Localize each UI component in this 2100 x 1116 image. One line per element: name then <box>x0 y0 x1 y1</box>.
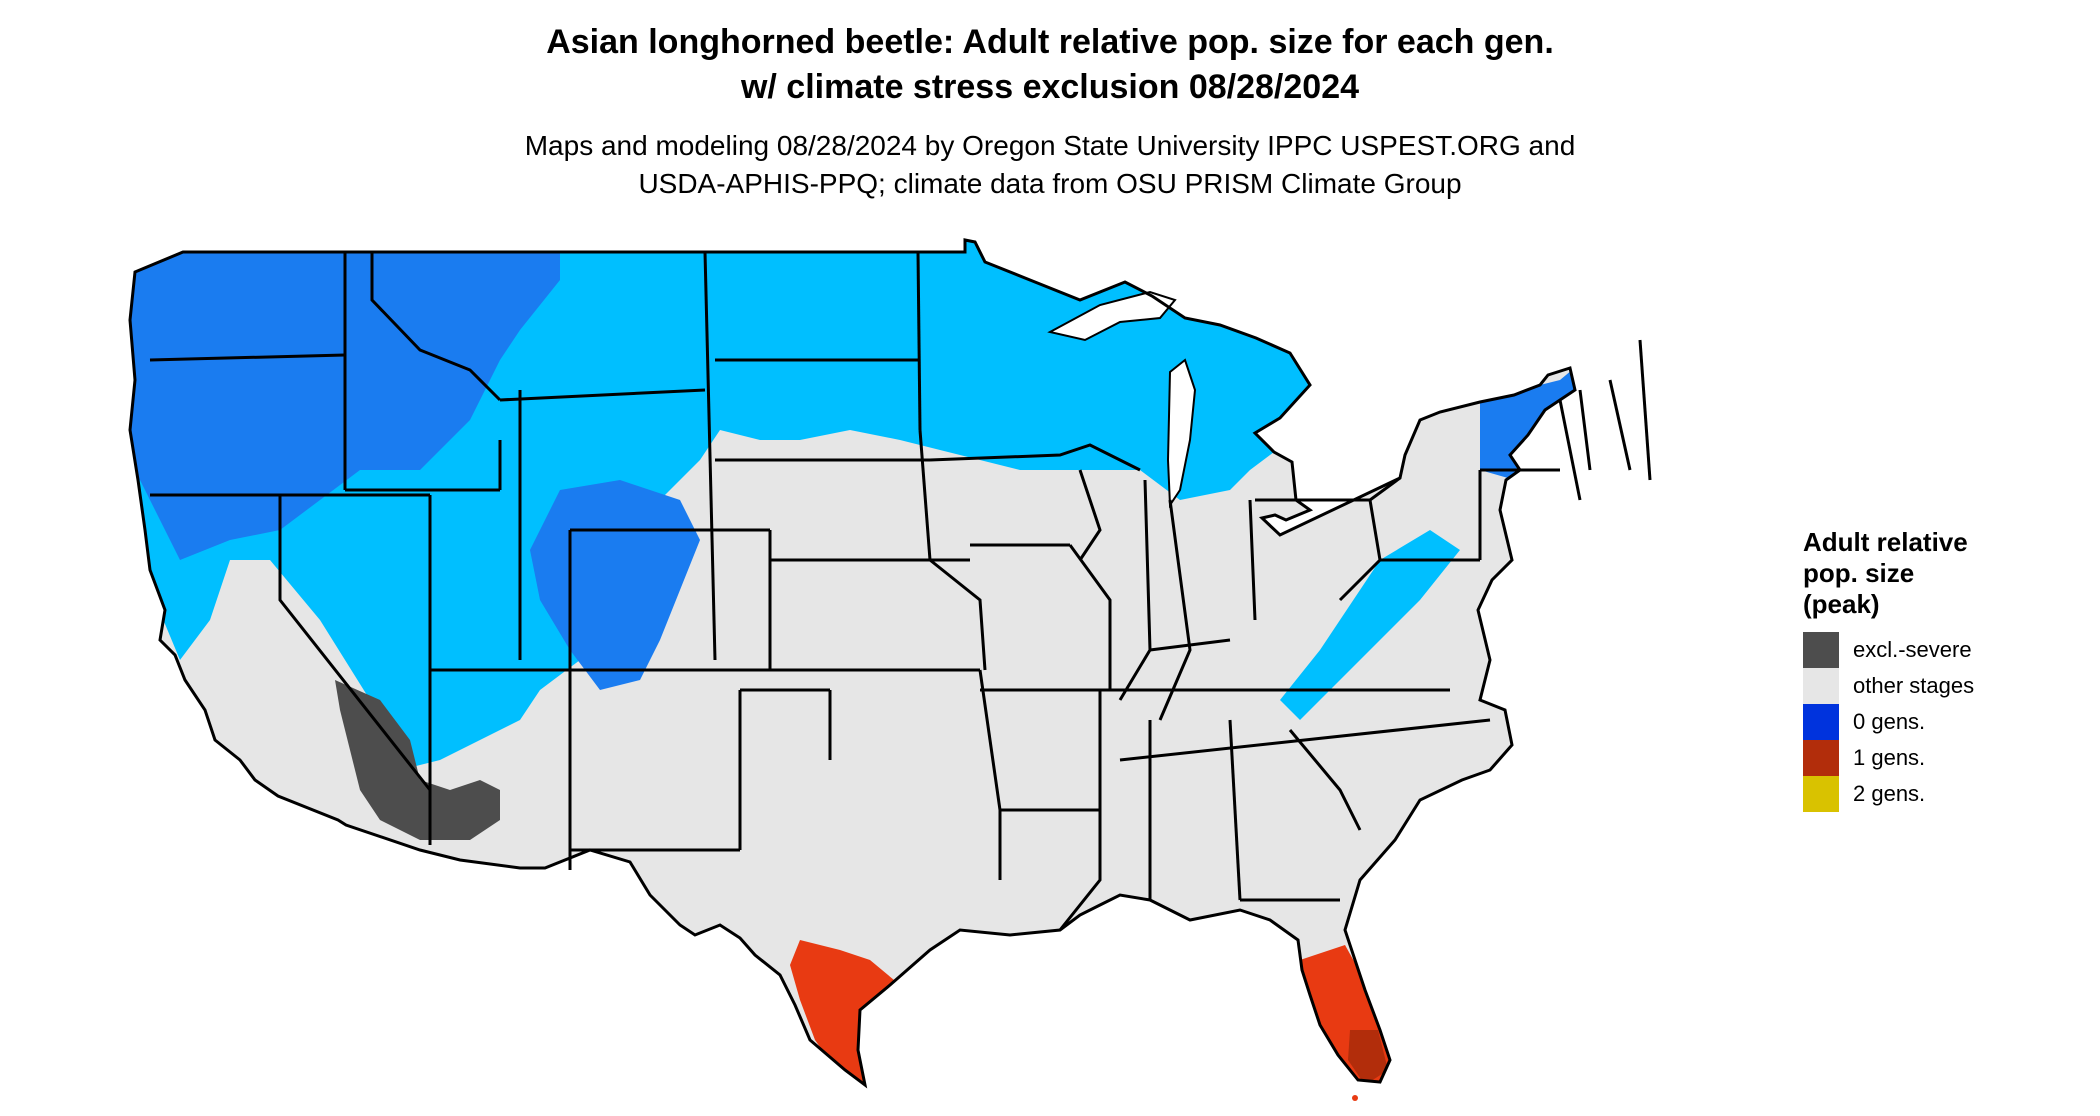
legend-item-2-gens: 2 gens. <box>1803 776 1974 812</box>
legend-title-line-3: (peak) <box>1803 589 1880 619</box>
florida-keys-dots <box>1352 1095 1358 1101</box>
map-subtitle-line-2: USDA-APHIS-PPQ; climate data from OSU PR… <box>638 168 1462 199</box>
zone-0-gen-appalachia <box>1280 530 1460 720</box>
state-borders <box>128 238 1652 1087</box>
legend-title-line-2: pop. size <box>1803 558 1915 588</box>
lake-superior <box>1047 290 1177 342</box>
map-title-line-2: w/ climate stress exclusion 08/28/2024 <box>740 68 1360 106</box>
legend-label-0-gens: 0 gens. <box>1853 709 1926 734</box>
legend-swatch-2-gens <box>1803 776 1839 812</box>
legend-item-excl-severe: excl.-severe <box>1803 632 1974 668</box>
legend: Adult relative pop. size (peak) excl.-se… <box>1803 527 1974 812</box>
legend-label-1-gens: 1 gens. <box>1853 745 1926 770</box>
map-subtitle: Maps and modeling 08/28/2024 by Oregon S… <box>0 127 2100 203</box>
legend-swatch-0-gens <box>1803 704 1839 740</box>
legend-title-line-1: Adult relative <box>1803 527 1968 557</box>
zone-1-gen-florida-dark <box>1348 1030 1388 1085</box>
zone-1-gen-texas <box>790 940 920 1085</box>
lake-michigan <box>1166 358 1197 509</box>
map-title-line-1: Asian longhorned beetle: Adult relative … <box>546 23 1554 61</box>
legend-item-0-gens: 0 gens. <box>1803 704 1974 740</box>
legend-item-1-gens: 1 gens. <box>1803 740 1974 776</box>
zone-0-gen-northeast <box>1480 290 1575 490</box>
legend-swatch-other-stages <box>1803 668 1839 704</box>
zone-0-gen-west-mid <box>130 240 560 560</box>
legend-item-other-stages: other stages <box>1803 668 1974 704</box>
legend-swatch-1-gens <box>1803 740 1839 776</box>
map-subtitle-line-1: Maps and modeling 08/28/2024 by Oregon S… <box>524 130 1576 161</box>
legend-swatch-excl-severe <box>1803 632 1839 668</box>
legend-title: Adult relative pop. size (peak) <box>1803 527 1974 620</box>
legend-label-excl-severe: excl.-severe <box>1853 637 1972 662</box>
zone-0-gen-rockies <box>530 480 700 690</box>
map-title: Asian longhorned beetle: Adult relative … <box>0 20 2100 110</box>
legend-label-other-stages: other stages <box>1853 673 1975 698</box>
legend-label-2-gens: 2 gens. <box>1853 781 1926 806</box>
